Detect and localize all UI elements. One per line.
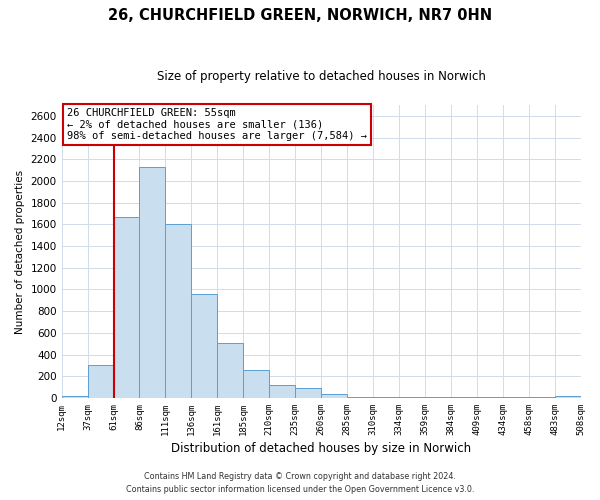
Bar: [62, 396, 88, 398]
Title: Size of property relative to detached houses in Norwich: Size of property relative to detached ho…: [157, 70, 485, 83]
Bar: [554, 396, 581, 398]
Bar: [113, 217, 139, 398]
Bar: [88, 366, 113, 398]
Text: Contains HM Land Registry data © Crown copyright and database right 2024.
Contai: Contains HM Land Registry data © Crown c…: [126, 472, 474, 494]
Bar: [269, 385, 295, 398]
Bar: [217, 342, 243, 398]
Bar: [321, 394, 347, 398]
Text: 26, CHURCHFIELD GREEN, NORWICH, NR7 0HN: 26, CHURCHFIELD GREEN, NORWICH, NR7 0HN: [108, 8, 492, 22]
X-axis label: Distribution of detached houses by size in Norwich: Distribution of detached houses by size …: [171, 442, 471, 455]
Bar: [139, 167, 166, 398]
Bar: [295, 388, 321, 398]
Bar: [191, 294, 217, 398]
Y-axis label: Number of detached properties: Number of detached properties: [15, 170, 25, 334]
Bar: [166, 224, 191, 398]
Bar: [243, 370, 269, 398]
Text: 26 CHURCHFIELD GREEN: 55sqm
← 2% of detached houses are smaller (136)
98% of sem: 26 CHURCHFIELD GREEN: 55sqm ← 2% of deta…: [67, 108, 367, 141]
